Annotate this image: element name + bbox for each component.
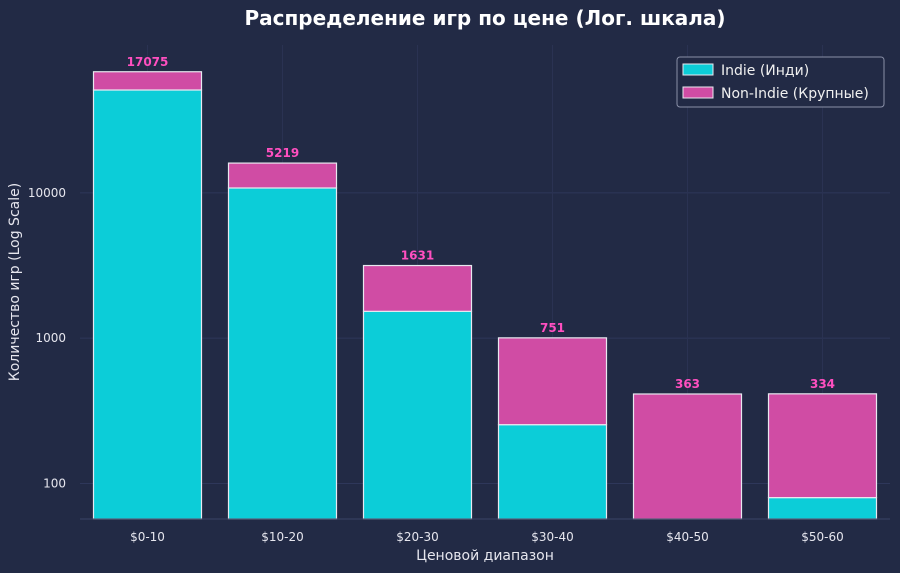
data-label: 17075 [127, 55, 169, 69]
y-ticks: 100 1000 10000 [28, 186, 66, 491]
data-label: 363 [675, 377, 700, 391]
chart-title: Распределение игр по цене (Лог. шкала) [244, 6, 725, 30]
y-tick-label: 10000 [28, 186, 66, 200]
x-tick-label: $10-20 [261, 530, 304, 544]
x-axis-label: Ценовой диапазон [416, 548, 554, 564]
legend-swatch-non-indie [682, 86, 714, 99]
legend-frame [676, 56, 885, 108]
bar-non-indie [362, 264, 473, 312]
bar-non-indie [497, 337, 608, 426]
bar-indie [92, 89, 203, 520]
bars [92, 71, 878, 520]
y-tick-label: 100 [43, 477, 66, 491]
data-label: 751 [540, 321, 565, 335]
x-ticks: $0-10 $10-20 $20-30 $30-40 $40-50 $50-60 [130, 530, 844, 544]
bar-indie [767, 497, 878, 520]
data-labels: 17075 5219 1631 751 363 334 [127, 55, 835, 391]
x-tick-label: $50-60 [801, 530, 844, 544]
x-tick-label: $40-50 [666, 530, 709, 544]
x-tick-label: $30-40 [531, 530, 574, 544]
bar-non-indie [767, 393, 878, 499]
legend: Indie (Инди) Non-Indie (Крупные) [676, 56, 885, 108]
x-tick-label: $20-30 [396, 530, 439, 544]
bar-indie [497, 424, 608, 520]
bar-non-indie [92, 71, 203, 91]
y-axis-label: Количество игр (Log Scale) [7, 183, 23, 381]
legend-swatch-indie [682, 63, 714, 76]
data-label: 334 [810, 377, 835, 391]
legend-label-indie: Indie (Инди) [721, 63, 809, 79]
data-label: 5219 [266, 146, 299, 160]
bar-non-indie [632, 393, 743, 520]
bar-non-indie [227, 162, 338, 189]
x-tick-label: $0-10 [130, 530, 165, 544]
data-label: 1631 [401, 249, 434, 263]
legend-label-non-indie: Non-Indie (Крупные) [721, 86, 869, 102]
bar-indie [227, 187, 338, 520]
y-tick-label: 1000 [35, 331, 66, 345]
bar-indie [362, 310, 473, 520]
